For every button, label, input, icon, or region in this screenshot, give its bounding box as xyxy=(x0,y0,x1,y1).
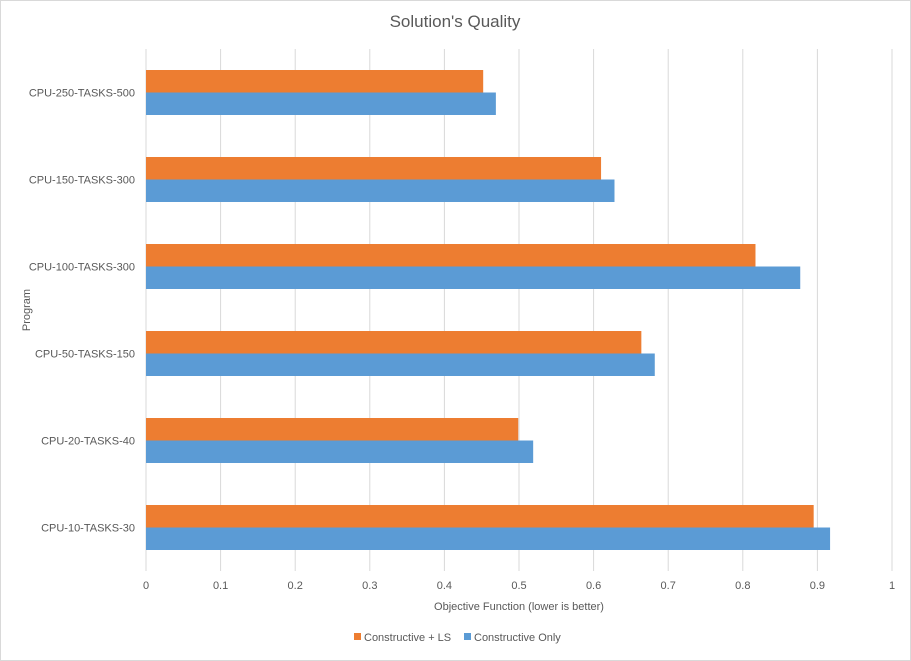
x-tick-label: 0.3 xyxy=(362,580,377,592)
bar xyxy=(146,440,534,463)
y-tick-label: CPU-10-TASKS-30 xyxy=(41,523,135,535)
bar xyxy=(146,92,496,115)
y-tick-label: CPU-250-TASKS-500 xyxy=(29,88,135,100)
bar xyxy=(146,179,615,202)
x-axis-title: Objective Function (lower is better) xyxy=(434,601,604,613)
legend-swatch xyxy=(354,633,361,640)
x-tick-label: 0.6 xyxy=(586,580,601,592)
bar xyxy=(146,157,602,180)
y-tick-label: CPU-100-TASKS-300 xyxy=(29,262,135,274)
bar xyxy=(146,70,484,93)
x-tick-label: 0.4 xyxy=(437,580,452,592)
x-tick-label: 0.9 xyxy=(810,580,825,592)
bar xyxy=(146,353,655,376)
y-tick-label: CPU-20-TASKS-40 xyxy=(41,436,135,448)
y-axis-tick-labels: CPU-250-TASKS-500 CPU-150-TASKS-300 CPU-10… xyxy=(29,88,135,535)
bar xyxy=(146,505,814,528)
bar xyxy=(146,527,831,550)
x-tick-label: 1 xyxy=(889,580,895,592)
bar xyxy=(146,266,801,289)
x-tick-label: 0.2 xyxy=(288,580,303,592)
x-tick-label: 0.7 xyxy=(661,580,676,592)
legend-swatch xyxy=(464,633,471,640)
legend-label: Constructive + LS xyxy=(364,632,451,644)
y-tick-label: CPU-150-TASKS-300 xyxy=(29,175,135,187)
bar xyxy=(146,331,642,354)
legend: Constructive + LS Constructive Only xyxy=(354,632,561,644)
gridlines xyxy=(145,49,893,571)
x-tick-label: 0.5 xyxy=(511,580,526,592)
x-axis-tick-labels: 0 0.1 0.2 0.3 0.4 0.5 0.6 0.7 0.8 0.9 1 xyxy=(143,580,895,592)
chart-title: Solution's Quality xyxy=(390,12,521,31)
x-tick-label: 0 xyxy=(143,580,149,592)
bar xyxy=(146,418,519,441)
x-tick-label: 0.8 xyxy=(735,580,750,592)
y-tick-label: CPU-50-TASKS-150 xyxy=(35,349,135,361)
y-axis-title: Program xyxy=(21,289,33,331)
bar xyxy=(146,244,756,267)
bars xyxy=(146,70,831,550)
legend-label: Constructive Only xyxy=(474,632,561,644)
x-tick-label: 0.1 xyxy=(213,580,228,592)
